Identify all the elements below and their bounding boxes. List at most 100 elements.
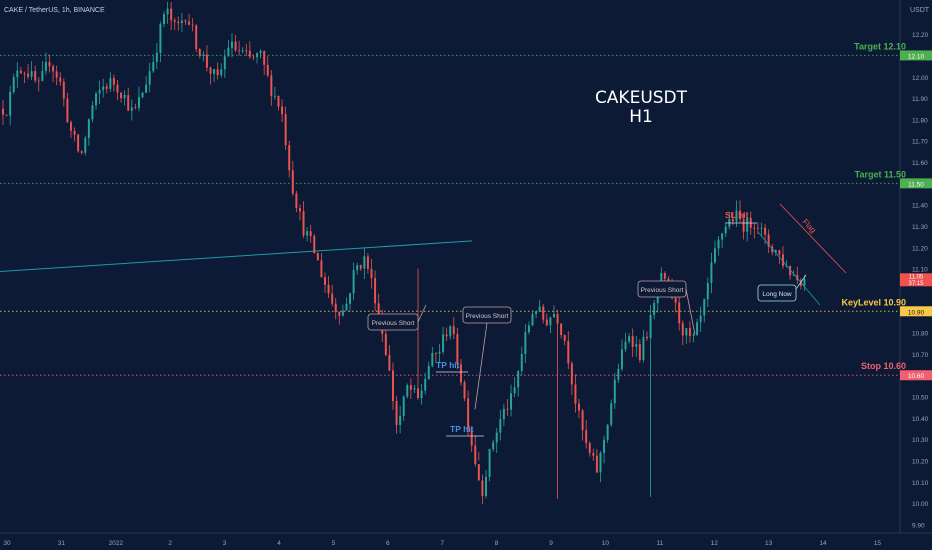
candle-body (123, 95, 126, 99)
level-label: Target 11.50 (855, 169, 906, 179)
candle-body (578, 403, 581, 411)
sl-hit-label: SL hit (725, 210, 749, 220)
candle-body (112, 77, 115, 85)
candle-body (52, 66, 55, 72)
candle-body (62, 81, 65, 99)
x-tick-label: 4 (277, 540, 281, 547)
candle-body (69, 122, 72, 131)
callout-text: Previous Short (372, 320, 415, 327)
candle-body (159, 24, 162, 53)
candle-body (298, 208, 301, 212)
y-tick-label: 10.50 (912, 395, 929, 402)
candle-body (502, 408, 505, 420)
x-tick-label: 11 (656, 540, 663, 547)
long-now-text: Long Now (762, 291, 792, 298)
candle-body (173, 20, 176, 22)
candle-body (721, 233, 724, 240)
y-axis-ticks: 12.20 12.00 11.90 11.80 11.70 11.60 11.40 11.30… (912, 32, 929, 529)
candle-body (417, 388, 420, 399)
candle-body (764, 227, 767, 235)
candle-body (48, 61, 51, 67)
candle-body (80, 151, 83, 153)
candle-body (241, 50, 244, 52)
candle-body (445, 334, 448, 337)
x-tick-label: 2 (168, 540, 172, 547)
candle-body (663, 273, 666, 279)
candle-body (402, 396, 405, 416)
candle-body (713, 248, 716, 263)
x-tick-label: 5 (332, 540, 336, 547)
candle-body (152, 61, 155, 72)
candle-body (474, 445, 477, 465)
candle-body (281, 106, 284, 115)
candle-body (595, 455, 598, 473)
candle-body (270, 75, 273, 97)
candle-body (295, 193, 298, 209)
candle-body (803, 279, 806, 286)
callout-text: Previous Short (466, 313, 509, 320)
candle-body (563, 334, 566, 341)
candle-body (452, 326, 455, 335)
candle-body (481, 480, 484, 496)
candle-body (266, 64, 269, 76)
y-tick-label: 11.30 (912, 224, 928, 231)
y-tick-label: 10.20 (912, 459, 929, 466)
candle-body (477, 464, 480, 481)
candle-body (427, 366, 430, 380)
candle-body (9, 92, 12, 116)
level-price-badge-text: 12.10 (908, 53, 925, 60)
candle-body (588, 443, 591, 454)
candle-body (767, 234, 770, 247)
candle-body (234, 41, 237, 51)
y-tick-label: 11.90 (912, 96, 928, 103)
candle-body (696, 322, 699, 335)
candle-body (567, 340, 570, 364)
level-label: Target 12.10 (854, 41, 906, 51)
candle-body (753, 227, 756, 229)
candle-body (717, 239, 720, 249)
y-tick-label: 11.60 (912, 160, 928, 167)
candle-body (12, 77, 15, 93)
candle-body (19, 70, 22, 74)
candle-body (485, 477, 487, 496)
drawing-shapes-layer: Previous Short Previous Short Previous Sho… (367, 203, 847, 437)
level-label: KeyLevel 10.90 (841, 297, 906, 307)
candle-body (545, 319, 548, 326)
candle-body (223, 56, 226, 70)
candle-body (37, 80, 40, 82)
candle-body (227, 47, 230, 57)
candle-body (585, 430, 588, 444)
candle-body (699, 315, 702, 323)
candle-body (341, 310, 344, 316)
candle-body (542, 306, 545, 320)
candle-body (338, 311, 341, 316)
candle-body (384, 333, 387, 355)
candle-body (141, 92, 144, 98)
candle-body (306, 231, 309, 236)
candle-body (188, 21, 191, 25)
candle-body (137, 97, 140, 108)
candle-body (313, 236, 316, 254)
candle-body (756, 227, 759, 229)
candles-layer (2, 1, 806, 505)
candle-body (774, 250, 777, 253)
candle-body (771, 246, 774, 253)
candle-body (742, 219, 745, 232)
long-now-pointer (795, 274, 807, 290)
candle-body (492, 442, 495, 450)
candle-body (538, 306, 541, 312)
y-tick-label: 11.80 (912, 117, 928, 124)
y-tick-label: 11.70 (912, 139, 928, 146)
candle-body (102, 86, 105, 91)
candle-body (273, 95, 276, 97)
candle-body (520, 353, 523, 372)
candle-body (91, 105, 94, 120)
callout-pointer (417, 304, 427, 323)
candle-body (617, 368, 620, 380)
y-tick-label: 10.10 (912, 480, 929, 487)
candle-body (703, 299, 706, 316)
candle-body (320, 260, 323, 278)
candle-body (184, 20, 187, 22)
candle-body (216, 69, 219, 76)
